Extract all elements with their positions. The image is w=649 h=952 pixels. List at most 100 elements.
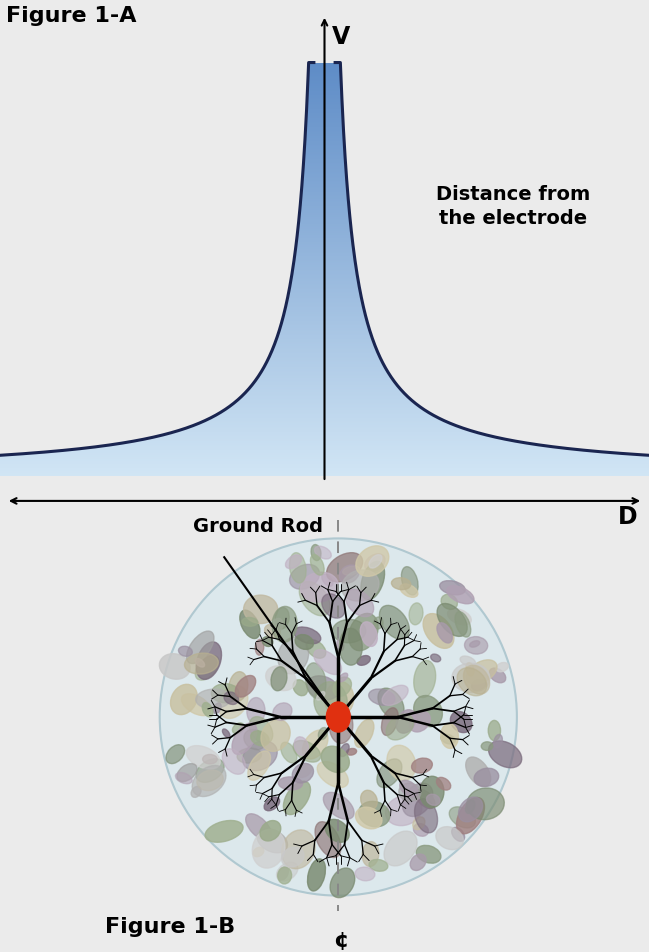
Ellipse shape [255,640,263,656]
Ellipse shape [197,770,223,791]
Ellipse shape [471,680,486,691]
Ellipse shape [409,604,423,625]
Ellipse shape [186,745,220,769]
Ellipse shape [276,863,298,882]
Ellipse shape [339,673,348,682]
Ellipse shape [322,594,345,619]
Ellipse shape [413,823,428,837]
Ellipse shape [365,554,385,572]
Ellipse shape [369,860,388,871]
Ellipse shape [384,831,417,866]
Ellipse shape [436,826,463,850]
Ellipse shape [361,790,377,810]
Ellipse shape [386,714,413,740]
Ellipse shape [236,676,256,698]
Ellipse shape [175,773,192,783]
Ellipse shape [357,656,371,665]
Ellipse shape [310,555,324,576]
Ellipse shape [247,698,265,724]
Ellipse shape [401,567,418,595]
Ellipse shape [265,666,296,691]
Ellipse shape [317,762,349,788]
Ellipse shape [391,578,411,590]
Ellipse shape [195,659,204,667]
Ellipse shape [191,786,201,798]
Ellipse shape [426,794,440,805]
Ellipse shape [450,712,472,733]
Ellipse shape [195,656,219,681]
Ellipse shape [465,801,475,814]
Ellipse shape [286,555,302,569]
Ellipse shape [463,665,489,694]
Ellipse shape [470,641,480,647]
Ellipse shape [330,868,355,898]
Ellipse shape [325,820,349,843]
Ellipse shape [202,755,217,764]
Ellipse shape [289,553,306,584]
Ellipse shape [192,765,226,797]
Ellipse shape [244,729,265,750]
Ellipse shape [452,664,490,693]
Ellipse shape [275,607,289,629]
Ellipse shape [272,619,283,633]
Ellipse shape [386,796,422,825]
Ellipse shape [413,661,435,698]
Ellipse shape [382,708,398,736]
Ellipse shape [232,724,257,755]
Ellipse shape [284,782,310,815]
Ellipse shape [413,817,425,830]
Ellipse shape [253,847,264,857]
Ellipse shape [300,572,338,603]
Ellipse shape [306,664,326,699]
Ellipse shape [321,746,349,773]
Circle shape [160,539,517,896]
Ellipse shape [340,744,349,757]
Ellipse shape [295,635,313,650]
Ellipse shape [308,859,325,891]
Ellipse shape [166,744,184,764]
Ellipse shape [341,570,379,602]
Ellipse shape [296,764,312,778]
Ellipse shape [339,565,359,584]
Ellipse shape [362,842,379,866]
Ellipse shape [315,822,341,858]
Ellipse shape [420,777,444,808]
Ellipse shape [343,566,360,576]
Ellipse shape [355,867,375,881]
Ellipse shape [459,797,483,822]
Ellipse shape [322,574,333,586]
Ellipse shape [447,586,474,605]
Ellipse shape [177,764,197,782]
Ellipse shape [415,799,437,833]
Ellipse shape [448,609,471,625]
Ellipse shape [293,680,308,696]
Ellipse shape [494,735,502,748]
Ellipse shape [413,696,443,727]
Ellipse shape [178,646,192,657]
Ellipse shape [496,663,508,672]
Ellipse shape [436,778,451,790]
Ellipse shape [423,614,454,648]
Ellipse shape [373,617,383,629]
Ellipse shape [251,731,269,746]
Ellipse shape [196,759,224,783]
Ellipse shape [416,845,441,863]
Ellipse shape [400,781,418,797]
Ellipse shape [347,748,356,755]
Ellipse shape [314,682,347,722]
Ellipse shape [369,689,395,705]
Ellipse shape [240,610,260,639]
Ellipse shape [489,668,506,683]
Text: ¢: ¢ [333,930,349,950]
Ellipse shape [261,720,290,751]
Ellipse shape [248,751,271,781]
Ellipse shape [326,553,363,583]
Ellipse shape [302,730,328,760]
Text: D: D [618,505,637,528]
Ellipse shape [243,742,277,771]
Ellipse shape [314,650,341,675]
Text: Figure 1-B: Figure 1-B [105,917,236,937]
Ellipse shape [264,797,280,811]
Ellipse shape [315,546,332,560]
Ellipse shape [196,643,221,680]
